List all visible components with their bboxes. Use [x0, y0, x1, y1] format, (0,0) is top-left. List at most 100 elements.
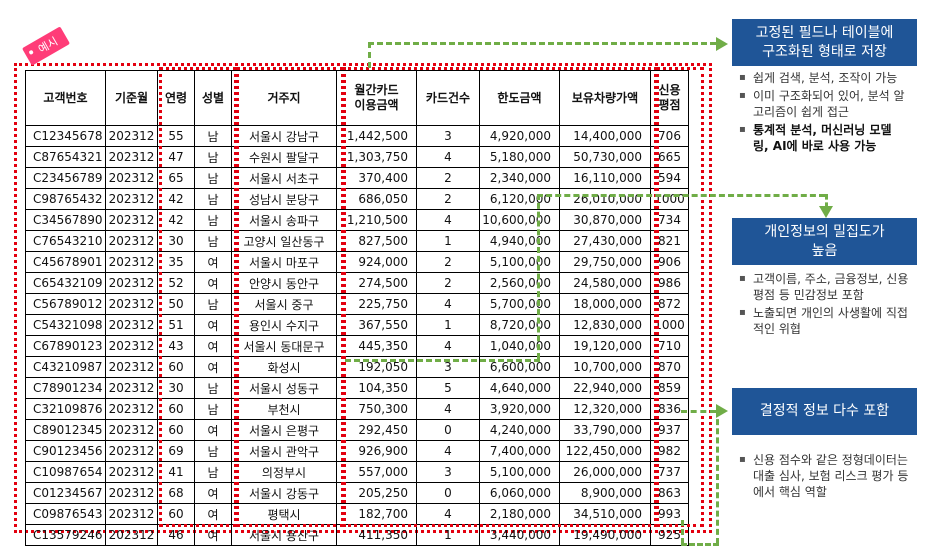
table-cell: 993 — [650, 503, 689, 525]
table-cell: 202312 — [105, 377, 158, 399]
table-row: C32109876 202312 60 남 부천시 750,300 4 3,920,000 12… — [25, 398, 689, 420]
table-cell: C13579246 — [25, 524, 106, 546]
table-cell: 202312 — [105, 272, 158, 294]
column-header: 보유차량가액 — [559, 70, 651, 126]
table-cell: C67890123 — [25, 335, 106, 357]
table-cell: 202312 — [105, 503, 158, 525]
table-row: C01234567 202312 68 여 서울시 강동구 205,250 0 6,060,0… — [25, 482, 689, 504]
table-cell: C78901234 — [25, 377, 106, 399]
table-cell: 821 — [650, 230, 689, 252]
connector-arrow-3 — [716, 404, 728, 418]
table-row: C13579246 202312 46 여 서울시 용산구 411,350 1 3,440,0… — [25, 524, 689, 546]
bullet-item: 쉽게 검색, 분석, 조작이 가능 — [737, 70, 907, 86]
age-gender-highlight — [159, 67, 237, 527]
column-header: 한도금액 — [479, 70, 560, 126]
table-cell: 부천시 — [231, 398, 337, 420]
table-cell: C76543210 — [25, 230, 106, 252]
table-cell: 41 — [157, 461, 195, 483]
table-cell: 여 — [194, 524, 232, 546]
privacy-density-bullets: 고객이름, 주소, 금융정보, 신용평점 등 민감정보 포함노출되면 개인의 사… — [737, 271, 912, 339]
table-cell: 122,450,000 — [559, 440, 651, 462]
table-row: C43210987 202312 60 여 화성시 192,050 3 6,600,000 10… — [25, 356, 689, 378]
column-header: 기준월 — [105, 70, 158, 126]
table-row: C76543210 202312 30 남 고양시 일산동구 827,500 1 4,940,… — [25, 230, 689, 252]
table-cell: 202312 — [105, 482, 158, 504]
table-cell: 872 — [650, 293, 689, 315]
table-cell: 411,350 — [336, 524, 417, 546]
table-cell: 서울시 중구 — [231, 293, 337, 315]
privacy-density-box: 개인정보의 밀집도가 높음 — [732, 218, 917, 265]
table-cell: 26,000,000 — [559, 461, 651, 483]
table-cell: 937 — [650, 419, 689, 441]
bullet-item: 통계적 분석, 머신러닝 모델링, AI에 바로 사용 가능 — [737, 122, 907, 154]
table-cell: 665 — [650, 146, 689, 168]
table-cell: 고양시 일산동구 — [231, 230, 337, 252]
connector-line-3d — [681, 520, 684, 544]
table-cell: 870 — [650, 356, 689, 378]
table-cell: 202312 — [105, 398, 158, 420]
structured-storage-title: 고정된 필드나 테이블에 구조화된 형태로 저장 — [755, 24, 894, 60]
connector-line-1a — [368, 42, 371, 68]
column-header: 월간카드 이용금액 — [336, 70, 417, 126]
residence-highlight — [236, 67, 344, 527]
table-cell: 737 — [650, 461, 689, 483]
table-cell: C56789012 — [25, 293, 106, 315]
table-cell: 202312 — [105, 524, 158, 546]
table-cell: C12345678 — [25, 125, 106, 147]
table-cell: 557,000 — [336, 461, 417, 483]
table-cell: 202312 — [105, 335, 158, 357]
table-cell: 202312 — [105, 293, 158, 315]
table-cell: 5,180,000 — [479, 146, 560, 168]
table-cell: 836 — [650, 398, 689, 420]
bullet-item: 고객이름, 주소, 금융정보, 신용평점 등 민감정보 포함 — [737, 271, 912, 303]
table-cell: 202312 — [105, 188, 158, 210]
table-cell: 서울시 성동구 — [231, 377, 337, 399]
connector-line-2a — [537, 194, 825, 197]
bullet-item: 노출되면 개인의 사생활에 직접적인 위협 — [737, 305, 912, 337]
finance-columns-highlight — [343, 67, 657, 527]
table-row: C56789012 202312 50 남 서울시 중구 225,750 4 5,700,00… — [25, 293, 689, 315]
connector-line-1b — [368, 42, 716, 45]
table-cell: 46 — [157, 524, 195, 546]
table-cell: 202312 — [105, 230, 158, 252]
table-cell: 50,730,000 — [559, 146, 651, 168]
connector-line-2c — [537, 194, 540, 359]
table-cell: 52 — [157, 272, 195, 294]
table-cell: 906 — [650, 251, 689, 273]
table-cell: 1 — [416, 524, 480, 546]
customer-data-table: 고객번호 기준월 연령 성별 거주지 월간카드 이용금액 카드건수 한도금액 보유차량가액 신용 평점… — [25, 70, 689, 546]
connector-line-2b — [825, 194, 828, 208]
table-cell: 16,110,000 — [559, 167, 651, 189]
table-header-row: 고객번호 기준월 연령 성별 거주지 월간카드 이용금액 카드건수 한도금액 보유차량가액 신용 평점 — [25, 70, 689, 126]
table-row: C87654321 202312 47 남 수원시 팔달구 1,303,750 4 5,180… — [25, 146, 689, 168]
table-cell: 서울시 송파구 — [231, 209, 337, 231]
table-cell: C01234567 — [25, 482, 106, 504]
bullet-item: 이미 구조화되어 있어, 분석 알고리즘이 쉽게 접근 — [737, 88, 907, 120]
table-cell: 710 — [650, 335, 689, 357]
table-cell: C65432109 — [25, 272, 106, 294]
critical-info-bullets: 신용 점수와 같은 정형데이터는 대출 심사, 보험 리스크 평가 등에서 핵심… — [737, 452, 917, 502]
table-cell: C23456789 — [25, 167, 106, 189]
table-cell: C89012345 — [25, 419, 106, 441]
table-row: C89012345 202312 60 여 서울시 은평구 292,450 0 4,240,0… — [25, 419, 689, 441]
column-header: 고객번호 — [25, 70, 106, 126]
table-cell: 863 — [650, 482, 689, 504]
table-cell: 750,300 — [336, 398, 417, 420]
table-row: C12345678 202312 55 남 서울시 강남구 1,442,500 3 4,920… — [25, 125, 689, 147]
table-cell: C34567890 — [25, 209, 106, 231]
credit-score-highlight — [656, 67, 704, 527]
table-cell: 60 — [157, 398, 195, 420]
table-cell: 65 — [157, 167, 195, 189]
column-header: 카드건수 — [416, 70, 480, 126]
table-cell: 202312 — [105, 125, 158, 147]
table-cell: 7,400,000 — [479, 440, 560, 462]
table-body: C12345678 202312 55 남 서울시 강남구 1,442,500 3 4,920… — [25, 125, 689, 546]
table-cell: 평택시 — [231, 503, 337, 525]
table-row: C09876543 202312 60 여 평택시 182,700 4 2,180,000 34… — [25, 503, 689, 525]
table-cell: 924,000 — [336, 251, 417, 273]
connector-line-3b — [716, 410, 719, 544]
table-cell: 1,210,500 — [336, 209, 417, 231]
table-cell: 19,490,000 — [559, 524, 651, 546]
table-row: C10987654 202312 41 남 의정부시 557,000 3 5,100,000 2… — [25, 461, 689, 483]
table-row: C90123456 202312 69 남 서울시 관악구 926,900 4 7,400,0… — [25, 440, 689, 462]
